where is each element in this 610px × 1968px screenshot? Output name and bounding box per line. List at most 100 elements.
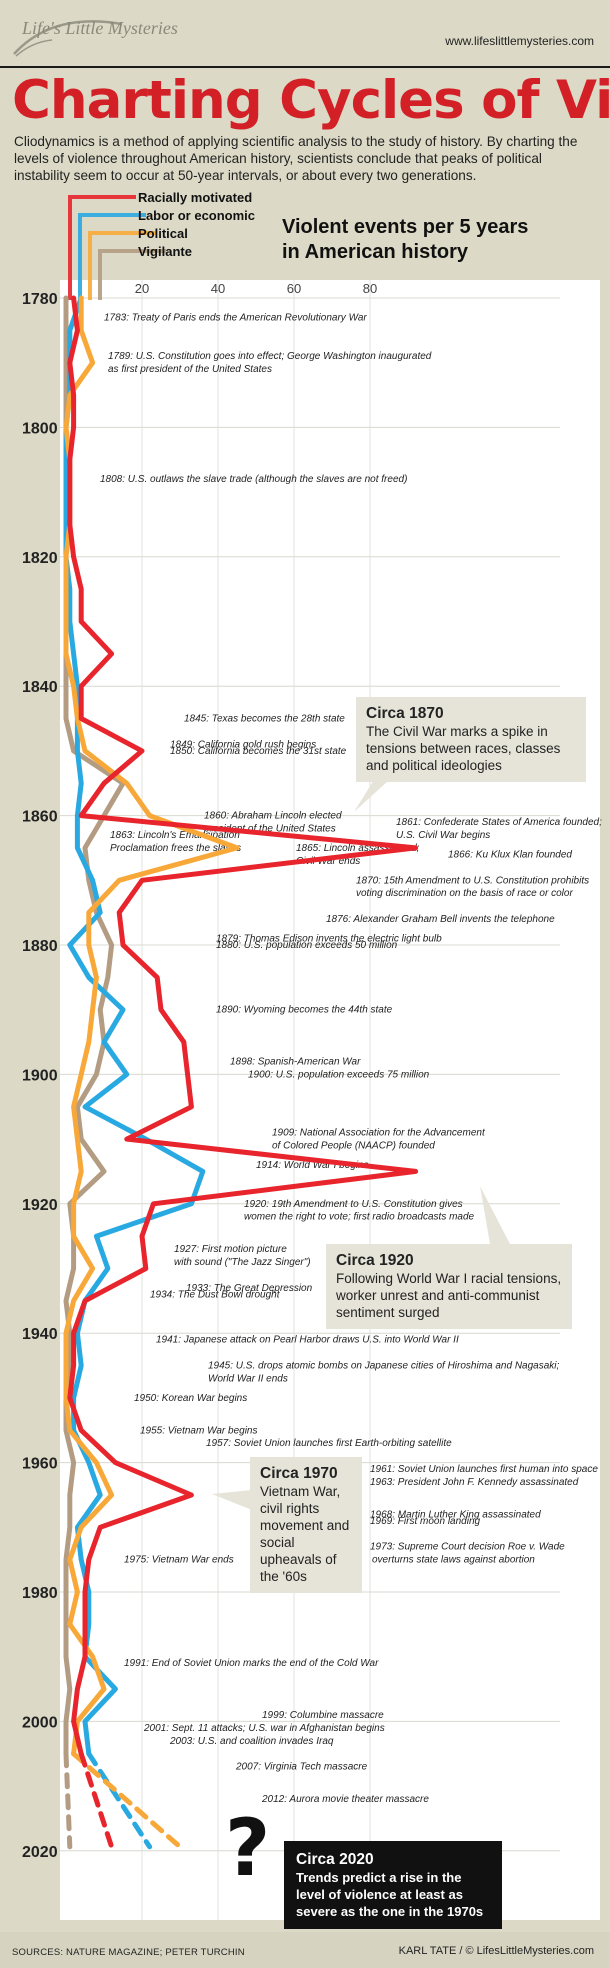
event-annotation: 1909: National Association for the Advan… <box>272 1128 486 1139</box>
chart-legend: Racially motivated Labor or economic Polit… <box>68 190 255 300</box>
event-annotation: 1876: Alexander Graham Bell invents the … <box>326 914 555 925</box>
event-annotation: 1933: The Great Depression <box>186 1283 313 1294</box>
event-annotation: 2003: U.S. and coalition invades Iraq <box>169 1736 334 1747</box>
event-annotation: 1900: U.S. population exceeds 75 million <box>248 1069 430 1080</box>
year-tick-label: 1780 <box>22 291 58 308</box>
callout-heading: Circa 1920 <box>336 1252 414 1269</box>
event-annotation: of Colored People (NAACP) founded <box>272 1141 435 1152</box>
event-annotation: 1808: U.S. outlaws the slave trade (alth… <box>100 474 407 485</box>
event-annotation: 1783: Treaty of Paris ends the American … <box>104 312 367 323</box>
event-annotation: 2012: Aurora movie theater massacre <box>261 1794 429 1805</box>
event-annotation: 2007: Virginia Tech massacre <box>235 1762 368 1773</box>
year-tick-label: 2000 <box>22 1714 58 1731</box>
chart-title: Violent events per 5 years in American hi… <box>282 216 528 263</box>
callout-body: Following World War I racial tensions, w… <box>336 1271 562 1320</box>
event-annotation: U.S. Civil War begins <box>396 830 490 841</box>
callout-heading: Circa 1970 <box>260 1465 338 1482</box>
year-tick-label: 2020 <box>22 1844 58 1861</box>
event-annotation: 1863: Lincoln's Emancipation <box>110 830 240 841</box>
year-tick-label: 1940 <box>22 1326 58 1343</box>
legend-label-vigilante: Vigilante <box>138 244 192 259</box>
event-annotation: 1945: U.S. drops atomic bombs on Japanes… <box>208 1361 560 1372</box>
event-annotation: 1999: Columbine massacre <box>262 1710 384 1721</box>
series-line-political <box>63 295 240 1757</box>
event-annotation: 1961: Soviet Union launches first human … <box>370 1464 598 1475</box>
legend-label-political: Political <box>138 226 188 241</box>
chart-title-line: Violent events per 5 years <box>282 216 528 238</box>
year-tick-label: 1880 <box>22 938 58 955</box>
event-annotation: with sound ("The Jazz Singer") <box>174 1257 311 1268</box>
logo-icon <box>13 20 123 57</box>
event-annotation: Civil War ends <box>296 856 360 867</box>
website-link[interactable]: www.lifeslittlemysteries.com <box>445 34 594 48</box>
legend-swatch-labor <box>78 213 146 300</box>
callout-circa-2020: Circa 2020 Trends predict a rise in the … <box>284 1841 502 1929</box>
event-annotation: 1880: U.S. population exceeds 50 million <box>216 940 398 951</box>
event-annotation: 1890: Wyoming becomes the 44th state <box>216 1005 393 1016</box>
plot-background <box>60 280 600 1920</box>
event-annotation: 1850: California becomes the 31st state <box>170 746 347 757</box>
callout-body: Vietnam War, civil rights movement and s… <box>260 1484 350 1584</box>
page-title: Charting Cycles of Violence <box>12 70 610 131</box>
projection-line-political <box>71 1751 183 1850</box>
callout-pointer <box>480 1186 510 1244</box>
legend-swatch-political <box>88 231 156 300</box>
value-tick-label: 40 <box>211 281 225 296</box>
credit-text: KARL TATE / © LifesLittleMysteries.com <box>398 1945 594 1957</box>
event-annotation: 1991: End of Soviet Union marks the end … <box>124 1658 379 1669</box>
event-annotation: 1920: 19th Amendment to U.S. Constitutio… <box>244 1199 463 1210</box>
event-annotation: 1870: 15th Amendment to U.S. Constitutio… <box>356 875 589 886</box>
header-divider <box>0 66 610 68</box>
chart-grid: 1780 1800 1820 1840 1860 1880 1900 1920 1940 1960… <box>22 280 600 1920</box>
event-annotation: as first president of the United States <box>108 364 272 375</box>
event-annotation: 1849: California gold rush begins <box>170 739 316 750</box>
header: Life's Little Mysteries www.lifeslittlem… <box>0 0 610 68</box>
year-tick-label: 1840 <box>22 679 58 696</box>
event-annotation: 1973: Supreme Court decision Roe v. Wade <box>370 1542 565 1553</box>
event-annotation: president of the United States <box>203 824 336 835</box>
event-annotation: 1963: President John F. Kennedy assassin… <box>370 1477 579 1488</box>
event-annotation: 1914: World War I begins <box>256 1160 369 1171</box>
legend-label-racial: Racially motivated <box>138 190 252 205</box>
event-annotation: 1861: Confederate States of America foun… <box>396 817 602 828</box>
year-tick-label: 1820 <box>22 550 58 567</box>
year-tick-label: 1860 <box>22 809 58 826</box>
question-mark: ? <box>225 1804 271 1894</box>
footer <box>0 1932 610 1968</box>
event-annotation: Proclamation frees the slaves <box>110 843 241 854</box>
year-tick-label: 1960 <box>22 1456 58 1473</box>
callout-circa-1970: Circa 1970 Vietnam War, civil rights mov… <box>250 1457 362 1593</box>
event-annotation: 1865: Lincoln assassinated; <box>296 843 420 854</box>
event-annotation: 1957: Soviet Union launches first Earth-… <box>206 1438 452 1449</box>
event-annotation: 1969: First moon landing <box>370 1516 481 1527</box>
year-tick-label: 1920 <box>22 1197 58 1214</box>
callout-body: The Civil War marks a spike in tensions … <box>366 724 561 773</box>
year-tick-label: 1900 <box>22 1067 58 1084</box>
event-annotations: 1783: Treaty of Paris ends the American … <box>100 312 602 1805</box>
logo-text: Life's Little Mysteries <box>22 18 178 38</box>
callout-pointer <box>212 1490 252 1510</box>
legend-label-labor: Labor or economic <box>138 208 255 223</box>
event-annotation: 1789: U.S. Constitution goes into effect… <box>108 351 432 362</box>
projection-line-labor <box>86 1751 153 1850</box>
event-annotation: 1879: Thomas Edison invents the electric… <box>216 934 442 945</box>
series-line-racial <box>67 295 419 1757</box>
value-tick-label: 80 <box>363 281 377 296</box>
event-annotation: voting discrimination on the basis of ra… <box>356 888 573 899</box>
event-annotation: overturns state laws against abortion <box>372 1555 535 1566</box>
callout-circa-1920: Circa 1920 Following World War I racial … <box>326 1244 572 1329</box>
callout-circa-1870: Circa 1870 The Civil War marks a spike i… <box>356 697 586 782</box>
event-annotation: 1860: Abraham Lincoln elected <box>204 811 342 822</box>
value-tick-label: 20 <box>135 281 149 296</box>
callout-heading: Circa 2020 <box>296 1851 374 1868</box>
event-annotation: women the right to vote; first radio bro… <box>244 1212 475 1223</box>
event-annotation: World War II ends <box>208 1373 288 1384</box>
legend-swatch-racial <box>68 195 136 300</box>
event-annotation: 1955: Vietnam War begins <box>140 1425 257 1436</box>
projection-line-vigilante <box>63 1751 73 1850</box>
chart-title-line: in American history <box>282 241 469 263</box>
event-annotation: 1975: Vietnam War ends <box>124 1555 234 1566</box>
year-tick-label: 1980 <box>22 1585 58 1602</box>
event-annotation: 1845: Texas becomes the 28th state <box>184 714 345 725</box>
